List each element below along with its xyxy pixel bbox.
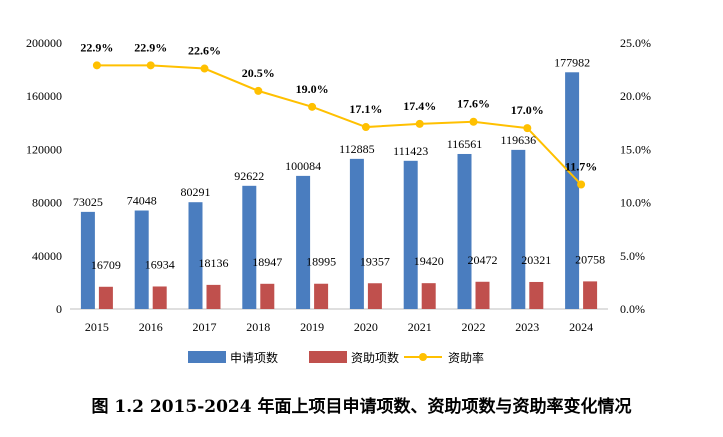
rate-point: [92, 61, 101, 70]
y-left-tick-label: 120000: [26, 142, 62, 156]
rate-point: [577, 180, 586, 189]
legend-marker-rate: [419, 353, 427, 361]
rate-label: 22.9%: [80, 40, 113, 54]
bar-applications: [80, 211, 95, 309]
rate-point: [523, 124, 532, 133]
bar-applications-label: 177982: [554, 55, 590, 69]
legend-label-funded: 资助项数: [351, 350, 399, 365]
rate-label: 17.6%: [457, 97, 490, 111]
bar-applications: [349, 158, 364, 309]
bar-funded: [421, 283, 436, 309]
bar-applications: [242, 185, 257, 309]
bar-applications: [511, 149, 526, 309]
axes: 0 40000 80000 120000 160000 200000 0.0% 5.0% 10.…: [26, 36, 651, 334]
rate-label: 17.4%: [403, 99, 436, 113]
bar-applications-label: 112885: [339, 142, 375, 156]
x-tick-label: 2024: [569, 320, 593, 334]
bar-applications: [403, 160, 418, 309]
bar-funded-label: 19420: [414, 254, 444, 268]
y-right-tick-label: 5.0%: [620, 249, 645, 263]
y-left-tick-label: 200000: [26, 36, 62, 50]
rate-point: [146, 61, 155, 70]
data-labels: 73025 16709 74048 16934 80291 18136 92622 18947…: [73, 40, 605, 271]
y-right-tick-label: 25.0%: [620, 36, 651, 50]
x-tick-label: 2022: [462, 320, 486, 334]
legend-swatch-applications: [188, 351, 226, 363]
bar-funded: [98, 286, 113, 309]
x-tick-label: 2016: [139, 320, 163, 334]
legend: 申请项数 资助项数 资助率: [188, 350, 484, 365]
y-left-tick-label: 40000: [32, 249, 62, 263]
y-right-tick-label: 0.0%: [620, 302, 645, 316]
bar-applications-label: 92622: [234, 169, 264, 183]
bar-funded: [583, 281, 598, 309]
x-tick-label: 2019: [300, 320, 324, 334]
x-tick-label: 2021: [408, 320, 432, 334]
bar-funded-label: 20321: [521, 253, 551, 267]
bar-applications: [565, 72, 580, 310]
rate-line: [92, 61, 586, 189]
bar-funded: [367, 283, 382, 309]
bar-applications-label: 111423: [393, 144, 428, 158]
x-tick-label: 2015: [85, 320, 109, 334]
rate-point: [469, 117, 478, 126]
bar-applications: [188, 202, 203, 309]
y-right-tick-label: 20.0%: [620, 89, 651, 103]
legend-swatch-funded: [309, 351, 347, 363]
bar-funded: [314, 283, 329, 309]
bar-funded-label: 18136: [199, 256, 229, 270]
legend-label-applications: 申请项数: [230, 350, 278, 365]
bar-funded-label: 20472: [468, 253, 498, 267]
rate-label: 19.0%: [296, 82, 329, 96]
rate-point: [308, 102, 317, 111]
rate-label: 22.6%: [188, 44, 221, 58]
bar-funded-label: 18947: [252, 255, 282, 269]
bar-applications-label: 116561: [447, 137, 483, 151]
rate-point: [361, 123, 370, 132]
bar-funded: [475, 281, 490, 309]
rate-line-path: [96, 64, 582, 186]
y-left-tick-label: 0: [56, 302, 62, 316]
bar-applications-label: 100084: [285, 159, 321, 173]
bar-funded-label: 20758: [575, 252, 605, 266]
y-left-tick-label: 160000: [26, 89, 62, 103]
bar-funded: [206, 284, 221, 309]
bar-applications: [134, 210, 149, 309]
bar-applications: [457, 153, 472, 309]
bar-funded: [260, 283, 275, 309]
bar-funded: [529, 281, 544, 309]
rate-label: 11.7%: [565, 160, 597, 174]
rate-label: 22.9%: [134, 40, 167, 54]
bar-funded-label: 19357: [360, 254, 390, 268]
x-tick-label: 2023: [515, 320, 539, 334]
rate-point: [200, 64, 209, 73]
y-right-tick-label: 10.0%: [620, 196, 651, 210]
x-tick-label: 2020: [354, 320, 378, 334]
y-right-tick-label: 15.0%: [620, 142, 651, 156]
bar-applications: [296, 175, 311, 309]
chart: 0 40000 80000 120000 160000 200000 0.0% 5.0% 10.…: [26, 36, 651, 365]
x-tick-label: 2017: [193, 320, 217, 334]
x-tick-label: 2018: [246, 320, 270, 334]
rate-label: 20.5%: [242, 66, 275, 80]
bar-applications-label: 80291: [181, 185, 211, 199]
bar-funded-label: 16709: [91, 258, 121, 272]
bar-funded-label: 18995: [306, 255, 336, 269]
rate-label: 17.0%: [511, 103, 544, 117]
legend-label-rate: 资助率: [448, 350, 484, 365]
rate-point: [415, 119, 424, 128]
bar-funded-label: 16934: [145, 257, 175, 271]
rate-label: 17.1%: [349, 102, 382, 116]
bars: [80, 72, 598, 310]
rate-point: [254, 86, 263, 95]
figure-caption: 图 1.2 2015-2024 年面上项目申请项数、资助项数与资助率变化情况: [91, 397, 632, 417]
bar-applications-label: 119636: [501, 133, 537, 147]
bar-applications-label: 74048: [127, 194, 157, 208]
y-left-tick-label: 80000: [32, 196, 62, 210]
bar-funded: [152, 286, 167, 309]
bar-applications-label: 73025: [73, 195, 103, 209]
